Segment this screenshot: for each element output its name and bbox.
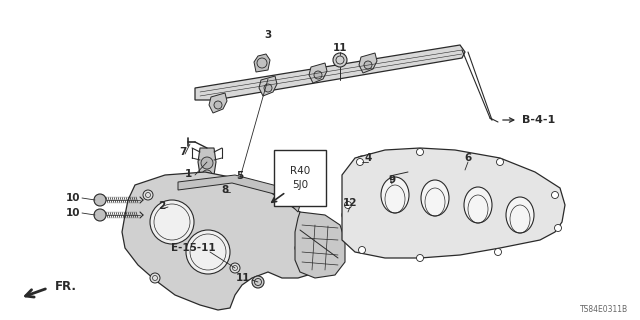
Polygon shape — [178, 175, 300, 212]
Circle shape — [201, 157, 213, 169]
Text: 4: 4 — [364, 153, 372, 163]
Circle shape — [495, 249, 502, 255]
Text: 6: 6 — [465, 153, 472, 163]
Circle shape — [380, 173, 390, 183]
Polygon shape — [295, 212, 345, 278]
Text: 10: 10 — [65, 208, 80, 218]
Polygon shape — [122, 172, 320, 310]
Polygon shape — [359, 53, 377, 73]
Circle shape — [552, 191, 559, 198]
Circle shape — [295, 243, 305, 253]
Circle shape — [186, 230, 230, 274]
Circle shape — [417, 254, 424, 261]
Polygon shape — [198, 148, 216, 180]
Polygon shape — [195, 45, 465, 100]
Circle shape — [252, 276, 264, 288]
Circle shape — [214, 101, 222, 109]
Circle shape — [554, 225, 561, 231]
Text: E-15-11: E-15-11 — [171, 243, 215, 253]
Circle shape — [94, 194, 106, 206]
Circle shape — [356, 158, 364, 165]
Polygon shape — [259, 76, 277, 96]
Circle shape — [150, 273, 160, 283]
Text: 5: 5 — [236, 171, 244, 181]
Circle shape — [497, 158, 504, 165]
Circle shape — [264, 84, 272, 92]
Circle shape — [358, 246, 365, 253]
Polygon shape — [209, 93, 227, 113]
Text: 3: 3 — [264, 30, 271, 40]
Polygon shape — [254, 54, 270, 72]
Text: FR.: FR. — [55, 279, 77, 292]
Text: 2: 2 — [158, 201, 166, 211]
Text: 1: 1 — [184, 169, 191, 179]
Text: TS84E0311B: TS84E0311B — [580, 305, 628, 314]
Circle shape — [226, 188, 234, 196]
Circle shape — [364, 61, 372, 69]
Ellipse shape — [421, 180, 449, 216]
Text: 7: 7 — [179, 147, 187, 157]
Polygon shape — [342, 148, 565, 258]
Ellipse shape — [464, 187, 492, 223]
Polygon shape — [309, 63, 327, 83]
Circle shape — [230, 263, 240, 273]
Text: 11: 11 — [333, 43, 348, 53]
Circle shape — [150, 200, 194, 244]
Text: 11: 11 — [236, 273, 250, 283]
Text: B-4-1: B-4-1 — [522, 115, 556, 125]
Circle shape — [143, 190, 153, 200]
Circle shape — [94, 209, 106, 221]
Circle shape — [344, 202, 351, 209]
Circle shape — [314, 71, 322, 79]
Circle shape — [333, 53, 347, 67]
Circle shape — [356, 156, 368, 168]
Text: 12: 12 — [343, 198, 357, 208]
Text: R40
5J0: R40 5J0 — [290, 166, 310, 190]
Ellipse shape — [506, 197, 534, 233]
Circle shape — [417, 148, 424, 156]
Text: 10: 10 — [65, 193, 80, 203]
Ellipse shape — [381, 177, 409, 213]
Text: 8: 8 — [221, 185, 228, 195]
Text: 9: 9 — [388, 175, 396, 185]
Circle shape — [342, 209, 354, 221]
Circle shape — [160, 203, 170, 213]
